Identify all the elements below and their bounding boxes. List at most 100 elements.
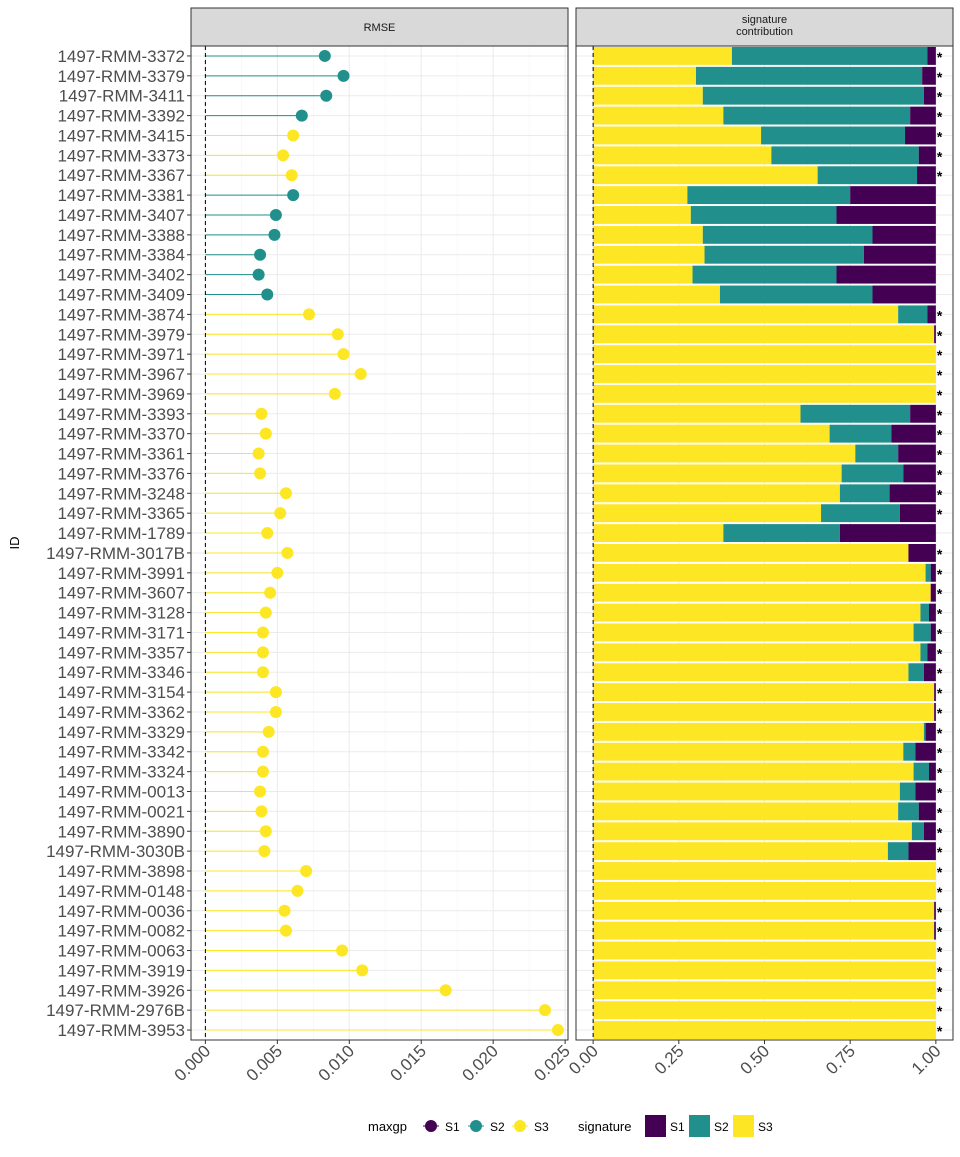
significance-star: * [937,407,943,423]
bar-segment-s2 [687,186,850,204]
bar-segment-s1 [934,703,936,721]
bar-segment-s1 [929,763,936,781]
bar-segment-s1 [872,226,935,244]
bar-segment-s3 [593,345,936,363]
bar-segment-s3 [593,186,687,204]
lollipop-point [279,905,291,917]
lollipop-point [260,428,272,440]
bar-segment-s2 [924,723,926,741]
x-tick-label: 0.010 [315,1041,359,1085]
y-tick-label: 1497-RMM-3365 [57,504,185,523]
bar-segment-s1 [924,87,936,105]
bar-segment-s2 [898,802,919,820]
bar-segment-s1 [924,663,936,681]
x-tick-label: 0.50 [736,1041,773,1078]
lollipop-point [257,766,269,778]
bar-segment-s1 [934,683,936,701]
bar-segment-s2 [703,226,873,244]
bar-segment-s2 [821,504,900,522]
significance-star: * [937,1023,943,1039]
bar-segment-s2 [691,206,837,224]
lollipop-point [258,845,270,857]
significance-star: * [937,506,943,522]
significance-star: * [937,904,943,920]
lollipop-point [257,666,269,678]
bar-segment-s2 [903,743,915,761]
significance-star: * [937,765,943,781]
y-tick-label: 1497-RMM-3411 [59,87,185,106]
bar-segment-s1 [891,425,936,443]
legend-maxgp-key-point [514,1120,526,1132]
significance-star: * [937,983,943,999]
lollipop-point [256,408,268,420]
bar-segment-s1 [929,604,936,622]
bar-segment-s3 [593,504,821,522]
bar-segment-s1 [934,902,936,920]
bar-segment-s2 [926,564,931,582]
bar-segment-s3 [593,882,936,900]
bar-segment-s1 [908,544,935,562]
bar-segment-s3 [593,703,934,721]
bar-segment-s3 [593,822,912,840]
bar-segment-s1 [927,305,936,323]
bar-segment-s1 [910,405,936,423]
y-tick-label: 1497-RMM-3248 [57,484,185,503]
lollipop-point [280,487,292,499]
lollipop-point [256,805,268,817]
bar-segment-s3 [593,246,704,264]
bar-segment-s1 [836,206,935,224]
y-tick-label: 1497-RMM-3342 [57,743,185,762]
significance-star: * [937,387,943,403]
y-tick-label: 1497-RMM-3953 [57,1021,185,1040]
y-tick-label: 1497-RMM-3367 [57,166,185,185]
lollipop-point [300,865,312,877]
bar-segment-s2 [723,107,910,125]
bar-segment-s2 [920,643,927,661]
significance-star: * [937,427,943,443]
lollipop-point [280,925,292,937]
y-axis-label: ID [7,537,22,550]
y-tick-label: 1497-RMM-3919 [57,961,185,980]
bar-segment-s3 [593,604,920,622]
y-tick-label: 1497-RMM-3361 [57,445,185,464]
y-tick-label: 1497-RMM-0021 [57,802,185,821]
lollipop-point [253,448,265,460]
bar-segment-s3 [593,87,703,105]
significance-star: * [937,49,943,65]
x-tick-label: 0.75 [822,1041,859,1078]
bar-segment-s2 [723,524,840,542]
y-tick-label: 1497-RMM-3402 [57,266,185,285]
significance-star: * [937,884,943,900]
y-tick-label: 1497-RMM-3979 [57,325,185,344]
y-tick-label: 1497-RMM-3171 [57,623,185,642]
lollipop-point [303,308,315,320]
y-tick-label: 1497-RMM-1789 [57,524,185,543]
significance-star: * [937,327,943,343]
x-tick-label: 0.000 [171,1041,215,1085]
bar-segment-s1 [922,67,936,85]
bar-segment-s1 [915,783,936,801]
strip-label-signature-line: signature [742,14,787,26]
bar-segment-s1 [905,127,936,145]
lollipop-point [332,328,344,340]
lollipop-point [257,746,269,758]
significance-star: * [937,665,943,681]
lollipop-point [263,726,275,738]
y-tick-label: 1497-RMM-3388 [57,226,185,245]
bar-segment-s1 [919,802,936,820]
bar-segment-s3 [593,524,723,542]
legend-maxgp-key-point [470,1120,482,1132]
legend-maxgp-label: S3 [534,1120,549,1134]
bar-segment-s3 [593,47,732,65]
y-tick-label: 1497-RMM-3409 [57,286,185,305]
significance-star: * [937,347,943,363]
bar-segment-s3 [593,643,920,661]
lollipop-point [254,786,266,798]
y-tick-label: 1497-RMM-3967 [57,365,185,384]
bar-segment-s1 [934,325,936,343]
y-tick-label: 1497-RMM-0036 [57,902,185,921]
significance-star: * [937,844,943,860]
bar-segment-s3 [593,624,913,642]
bar-segment-s1 [931,624,936,642]
